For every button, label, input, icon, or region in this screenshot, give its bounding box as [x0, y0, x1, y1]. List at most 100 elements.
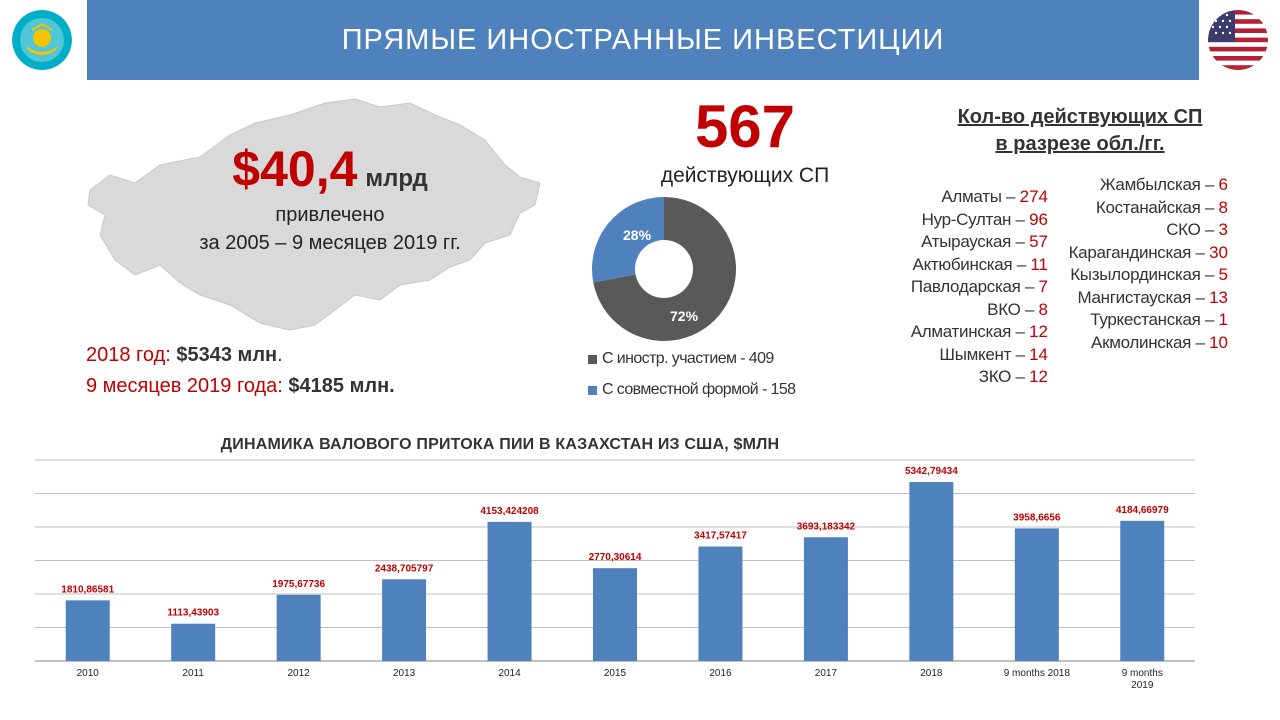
region-count: 30 — [1209, 242, 1228, 262]
region-name: Жамбылская – — [1099, 175, 1219, 194]
region-name: ВКО – — [987, 299, 1039, 319]
region-item: Жамбылская – 6 — [1060, 174, 1228, 197]
region-count: 1 — [1218, 310, 1228, 329]
kazakhstan-map-icon — [87, 98, 541, 331]
region-name: Акмолинская – — [1091, 332, 1210, 352]
region-item: Алматинская – 12 — [880, 321, 1048, 344]
regions-right-list: Жамбылская – 6 Костанайская – 8 СКО – 3 Кар… — [1060, 174, 1228, 354]
x-tick-label: 2017 — [815, 668, 838, 679]
data-label: 2770,30614 — [589, 552, 642, 563]
region-count: 12 — [1029, 322, 1048, 341]
donut-label-foreign: 72% — [670, 308, 699, 324]
region-item: Нур-Султан – 96 — [880, 209, 1048, 232]
region-name: Атырауская – — [921, 232, 1030, 251]
region-name: Шымкент – — [939, 344, 1030, 364]
x-tick-label: 2016 — [709, 668, 732, 679]
x-tick-label: 2010 — [77, 668, 100, 679]
regions-title-line2: в разрезе обл./гг. — [995, 133, 1165, 155]
legend-foreign: С иностр. участием - 409 — [588, 350, 774, 368]
region-count: 12 — [1029, 367, 1048, 386]
region-name: Костанайская – — [1095, 197, 1219, 217]
bar-9-months-2019 — [1120, 520, 1165, 661]
region-item: Карагандинская – 30 — [1060, 242, 1228, 265]
data-label: 5342,79434 — [905, 466, 958, 477]
jv-count: 567 — [694, 93, 796, 160]
region-item: Алматы – 274 — [880, 186, 1048, 209]
total-amount: $40,4 — [232, 141, 358, 197]
chart-title: ДИНАМИКА ВАЛОВОГО ПРИТОКА ПИИ В КАЗАХСТА… — [220, 436, 780, 453]
header-bar: ПРЯМЫЕ ИНОСТРАННЫЕ ИНВЕСТИЦИИ — [87, 0, 1199, 80]
bar-2018 — [909, 482, 954, 661]
legend-label-foreign: С иностр. участием - 409 — [602, 350, 774, 367]
attracted-text: привлечено — [275, 204, 385, 226]
total-investment: $40,4 млрд — [0, 140, 660, 198]
legend-joint: С совместной формой - 158 — [588, 381, 796, 399]
region-name: СКО – — [1166, 220, 1219, 239]
data-label: 3417,57417 — [694, 531, 747, 542]
region-count: 11 — [1030, 254, 1048, 274]
region-count: 57 — [1029, 232, 1048, 251]
stat-9m-2019: 9 месяцев 2019 года: $4185 млн. — [86, 375, 395, 398]
x-tick-label: 2011 — [182, 668, 204, 679]
fdi-bar-chart: 1810,86581 2010 1113,43903 2011 1975,67736 20… — [35, 459, 1195, 690]
donut-slice-foreign — [593, 197, 736, 341]
page-title: ПРЯМЫЕ ИНОСТРАННЫЕ ИНВЕСТИЦИИ — [341, 23, 945, 56]
total-amount-unit: млрд — [365, 165, 428, 192]
region-count: 10 — [1209, 332, 1228, 352]
region-item: Туркестанская – 1 — [1060, 309, 1228, 332]
region-name: Карагандинская – — [1068, 242, 1210, 262]
bar-2012 — [276, 594, 321, 661]
data-label: 3693,183342 — [797, 521, 856, 532]
x-tick-label: 2015 — [604, 668, 627, 679]
region-item: ЗКО – 12 — [880, 366, 1048, 389]
x-tick-label: 2014 — [498, 668, 521, 679]
period-text: за 2005 – 9 месяцев 2019 гг. — [199, 232, 461, 254]
stat-2018: 2018 год: $5343 млн. — [86, 344, 283, 367]
legend-swatch-joint — [588, 385, 597, 395]
region-count: 274 — [1019, 187, 1048, 206]
region-name: Кызылординская – — [1070, 265, 1219, 284]
jv-label: действующих СП — [660, 164, 830, 187]
donut-label-joint: 28% — [623, 227, 652, 243]
region-name: Алматы – — [941, 187, 1020, 206]
data-label: 1975,67736 — [272, 579, 325, 590]
data-label: 4184,66979 — [1116, 505, 1169, 516]
donut-slice-joint — [592, 197, 664, 283]
bar-2015 — [593, 568, 637, 661]
bar-9-months-2018 — [1014, 528, 1059, 661]
bar-2011 — [171, 623, 216, 661]
region-name: Актюбинская – — [912, 254, 1031, 274]
jv-donut-chart: 28% 72% — [592, 197, 736, 341]
region-item: Шымкент – 14 — [880, 344, 1048, 367]
region-count: 13 — [1209, 287, 1228, 307]
region-name: Нур-Султан – — [921, 209, 1030, 229]
legend-swatch-foreign — [588, 354, 597, 364]
region-count: 8 — [1218, 197, 1228, 217]
regions-title: Кол-во действующих СП в разрезе обл./гг. — [920, 104, 1240, 158]
data-label: 1113,43903 — [167, 608, 219, 619]
region-item: ВКО – 8 — [880, 299, 1048, 322]
legend-label-joint: С совместной формой - 158 — [602, 381, 796, 398]
usa-flag-icon — [1208, 10, 1268, 70]
kazakhstan-emblem-icon — [12, 10, 72, 70]
stat-2018-label: 2018 год: — [86, 344, 177, 366]
region-item: Мангистауская – 13 — [1060, 287, 1228, 310]
data-label: 2438,705797 — [375, 563, 434, 574]
x-tick-label: 9 months 2019 — [1122, 668, 1163, 690]
region-item: СКО – 3 — [1060, 219, 1228, 242]
regions-left-list: Алматы – 274 Нур-Султан – 96 Атырауская – … — [880, 186, 1048, 389]
stat-9m-2019-value: $4185 млн. — [288, 375, 395, 397]
region-item: Кызылординская – 5 — [1060, 264, 1228, 287]
region-name: Алматинская – — [910, 322, 1030, 341]
regions-title-line1: Кол-во действующих СП — [957, 106, 1203, 128]
x-tick-label: 2013 — [393, 668, 416, 679]
region-name: Павлодарская – — [910, 277, 1039, 296]
region-name: Мангистауская – — [1077, 287, 1210, 307]
bar-2017 — [803, 537, 848, 661]
stat-2018-dot: . — [277, 344, 283, 366]
bar-2016 — [698, 546, 743, 661]
region-item: Костанайская – 8 — [1060, 197, 1228, 220]
region-item: Акмолинская – 10 — [1060, 332, 1228, 355]
region-item: Павлодарская – 7 — [880, 276, 1048, 299]
stat-2018-value: $5343 млн — [176, 344, 278, 366]
